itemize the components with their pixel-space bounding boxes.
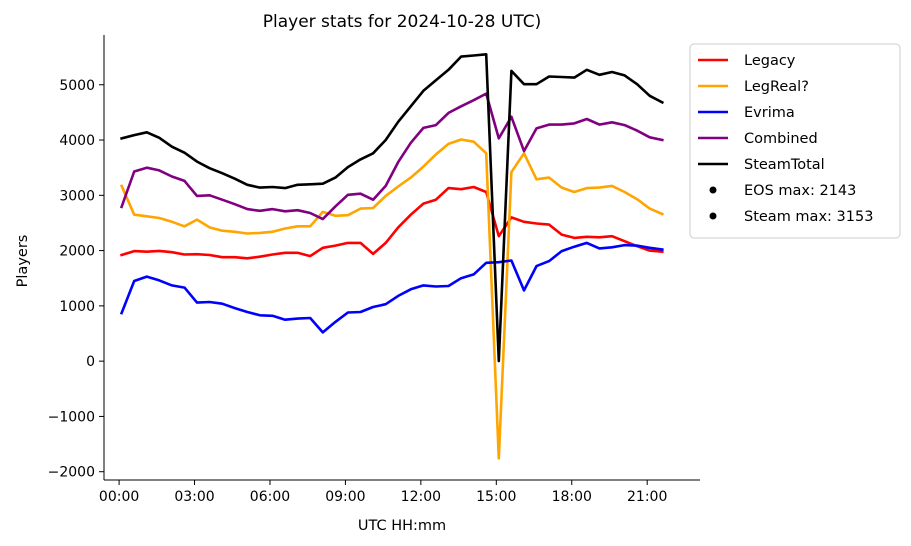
legend-label-steamtotal: SteamTotal <box>744 157 825 173</box>
legend-annotation-label-1: Steam max: 3153 <box>744 209 873 225</box>
axes: 00:00 03:00 06:00 09:00 12:00 15:00 18:00 21:00… <box>48 35 700 505</box>
y-tick-label: 5000 <box>59 78 95 94</box>
chart-title: Player stats for 2024-10-28 UTC) <box>263 12 541 32</box>
legend-marker-annotation-1 <box>709 212 717 220</box>
legend-marker-annotation-0 <box>709 186 717 194</box>
x-tick-label: 06:00 <box>250 489 290 505</box>
legend-label-evrima: Evrima <box>744 105 795 121</box>
y-tick-label: 4000 <box>59 133 95 149</box>
x-axis-label: UTC HH:mm <box>358 518 446 534</box>
series-line-steamtotal <box>120 52 665 363</box>
x-tick-label: 03:00 <box>174 489 214 505</box>
legend-label-legacy: Legacy <box>744 53 796 69</box>
legend-frame <box>689 43 901 239</box>
y-tick-label: 2000 <box>59 244 95 260</box>
y-tick-label: 3000 <box>59 188 95 204</box>
y-axis-label: Players <box>15 235 31 288</box>
series-line-combined <box>119 92 664 221</box>
y-tick-label: −1000 <box>48 409 95 425</box>
x-tick-label: 00:00 <box>99 489 139 505</box>
series-line-evrima <box>119 241 664 334</box>
x-tick-label: 18:00 <box>552 489 592 505</box>
series-line-legreal <box>119 138 665 460</box>
x-tick-label: 15:00 <box>476 489 516 505</box>
legend-label-combined: Combined <box>744 131 818 147</box>
legend: Legacy LegReal? Evrima Combined SteamTotal EO… <box>689 43 901 239</box>
x-tick-label: 21:00 <box>627 489 667 505</box>
y-tick-label: −2000 <box>48 465 95 481</box>
plot-area <box>119 52 665 460</box>
legend-label-legreal: LegReal? <box>744 79 809 95</box>
legend-annotation-label-0: EOS max: 2143 <box>744 183 856 199</box>
y-tick-label: 1000 <box>59 299 95 315</box>
series-line-legacy <box>119 185 664 260</box>
x-tick-label: 09:00 <box>325 489 365 505</box>
x-tick-label: 12:00 <box>401 489 441 505</box>
y-tick-label: 0 <box>86 354 95 370</box>
